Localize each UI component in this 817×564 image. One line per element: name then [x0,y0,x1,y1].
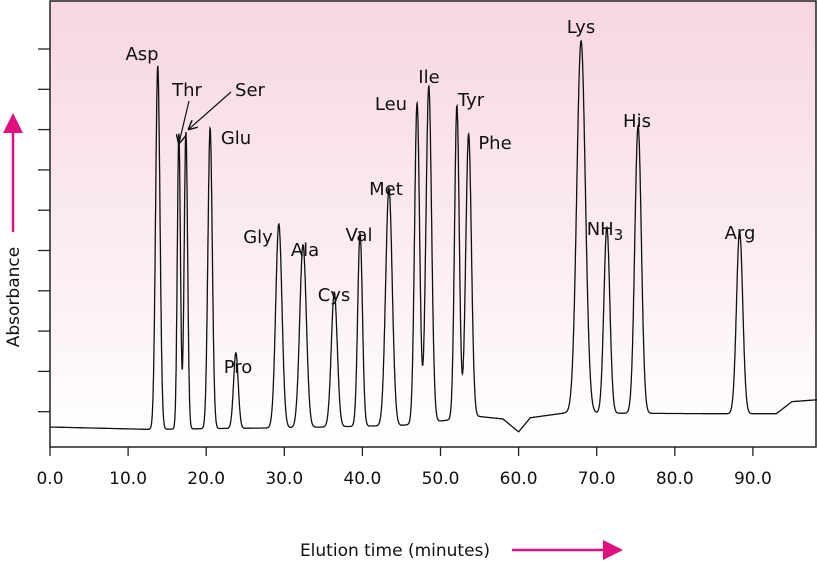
x-tick-label: 50.0 [422,469,460,489]
peak-label-glu: Glu [221,128,251,149]
x-tick-label: 90.0 [734,469,772,489]
peak-label-ser: Ser [235,80,266,101]
peak-label-text: Phe [478,133,511,154]
x-tick-label: 40.0 [343,469,381,489]
peak-label-text: Arg [725,223,756,244]
peak-label-text: Asp [125,44,158,65]
chromatogram-trace [50,39,817,433]
peak-label-text: Met [369,179,403,200]
peak-label-leu: Leu [375,94,407,115]
peak-label-text: Leu [375,94,407,115]
x-axis-label: Elution time (minutes) [300,541,490,561]
peak-label-text: Val [346,225,373,246]
peak-label-ile: Ile [418,67,439,88]
x-tick-label: 0.0 [36,469,63,489]
peak-label-his: His [623,111,651,132]
peak-label-text: Cys [318,285,351,306]
peak-label-text: NH [587,219,614,240]
peak-label-nh3: NH3 [587,219,624,244]
peak-label-text: Ser [235,80,266,101]
x-tick-label: 10.0 [109,469,147,489]
peak-label-val: Val [346,225,373,246]
peak-label-subscript: 3 [614,226,624,244]
y-axis-ticks [38,48,50,413]
peak-label-text: Lys [567,17,595,38]
peak-label-met: Met [369,179,403,200]
x-tick-label: 20.0 [187,469,225,489]
peak-label-phe: Phe [478,133,511,154]
peak-label-pro: Pro [224,357,253,378]
x-tick-label: 30.0 [265,469,303,489]
peak-label-lys: Lys [567,17,595,38]
peak-label-text: Tyr [457,90,485,111]
peak-label-text: Ile [418,67,439,88]
y-axis-label: Absorbance [4,247,24,347]
peak-label-text: Ala [291,240,319,261]
peak-label-text: Gly [243,227,273,248]
peak-label-text: His [623,111,651,132]
thr-leader-arrow-icon [179,100,190,143]
ser-leader-arrow-icon [189,91,232,129]
peak-labels: Asp Thr Ser Glu Pro Gly Ala Cys Val Met Leu Ile Tyr P… [125,17,755,378]
x-axis-ticks: 0.0 10.0 20.0 30.0 40.0 50.0 60.0 70.0 80.0 90.0 [36,447,772,489]
x-tick-label: 60.0 [500,469,538,489]
peak-label-tyr: Tyr [457,90,485,111]
peak-label-gly: Gly [243,227,273,248]
x-tick-label: 70.0 [578,469,616,489]
peak-label-text: Pro [224,357,253,378]
x-tick-label: 80.0 [656,469,694,489]
peak-label-text: Glu [221,128,251,149]
peak-label-thr: Thr [171,80,202,101]
peak-label-asp: Asp [125,44,158,65]
peak-label-text: Thr [171,80,202,101]
peak-label-cys: Cys [318,285,351,306]
peak-label-ala: Ala [291,240,319,261]
peak-label-arg: Arg [725,223,756,244]
